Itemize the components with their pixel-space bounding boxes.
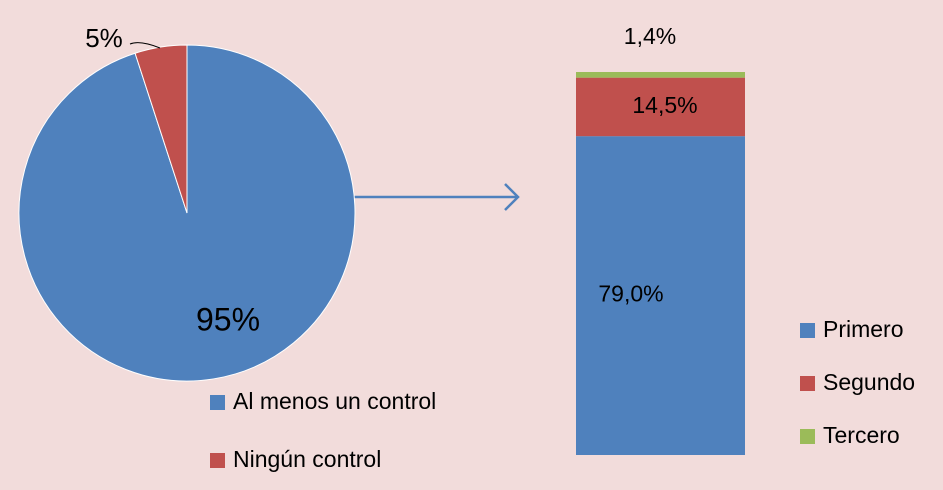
legend-swatch [800, 429, 815, 444]
legend-label: Tercero [823, 422, 900, 448]
legend-swatch [210, 395, 225, 410]
data-label: 5% [85, 23, 123, 53]
data-label: 14,5% [632, 92, 697, 118]
leader-line [129, 42, 161, 49]
legend-label: Al menos un control [233, 388, 436, 414]
legend-label: Segundo [823, 369, 915, 395]
data-label: 79,0% [598, 281, 663, 307]
bar-segment [576, 72, 745, 78]
bar-segment [576, 77, 745, 137]
legend-swatch [800, 323, 815, 338]
legend-label: Primero [823, 316, 904, 342]
pie-slice [134, 44, 188, 214]
legend-swatch [210, 453, 225, 468]
legend-swatch [800, 376, 815, 391]
legend-label: Ningún control [233, 446, 381, 472]
data-label: 95% [196, 301, 260, 337]
bar-segment [576, 136, 745, 455]
arrow-head [504, 183, 520, 211]
data-label: 1,4% [624, 23, 676, 49]
